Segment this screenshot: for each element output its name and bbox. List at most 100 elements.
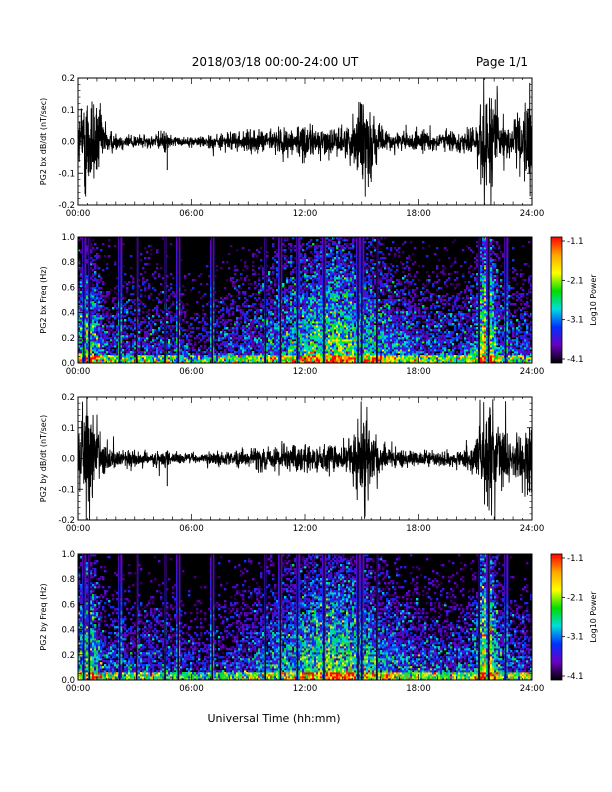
spectrogram-cell (212, 263, 215, 266)
spectrogram-cell (240, 337, 243, 340)
spectrogram-cell (92, 293, 95, 296)
spectrogram-cell (276, 353, 279, 356)
spectrogram-cell (130, 267, 133, 270)
spectrogram-cell (94, 255, 97, 258)
spectrogram-cell (266, 285, 269, 288)
spectrogram-cell (162, 357, 165, 360)
spectrogram-cell (170, 329, 173, 332)
spectrogram-cell (242, 311, 245, 314)
spectrogram-cell (220, 355, 223, 358)
spectrogram-cell (122, 355, 125, 358)
spectrogram-cell (256, 285, 259, 288)
spectrogram-cell (266, 323, 269, 326)
spectrogram-cell (112, 335, 115, 338)
spectrogram-cell (114, 357, 117, 360)
spectrogram-cell (148, 287, 151, 290)
spectrogram-cell (284, 291, 287, 294)
spectrogram-cell (98, 351, 101, 354)
spectrogram-cell (272, 291, 275, 294)
spectrogram-cell (102, 317, 105, 320)
spectrogram-cell (220, 339, 223, 342)
spectrogram-cell (272, 347, 275, 350)
spectrogram-cell (230, 299, 233, 302)
spectrogram-cell (154, 289, 157, 292)
spectrogram-cell (268, 317, 271, 320)
spectrogram-cell (80, 305, 83, 308)
spectrogram-cell (298, 333, 301, 336)
spectrogram-cell (130, 319, 133, 322)
spectrogram-cell (294, 335, 297, 338)
spectrogram-cell (182, 307, 185, 310)
spectrogram-cell (294, 341, 297, 344)
spectrogram-cell (178, 293, 181, 296)
spectrogram-cell (160, 347, 163, 350)
spectrogram-cell (244, 327, 247, 330)
spectrogram-cell (186, 337, 189, 340)
spectrogram-cell (134, 325, 137, 328)
spectrogram-cell (278, 285, 281, 288)
spectrogram-cell (86, 307, 89, 310)
spectrogram-cell (98, 313, 101, 316)
spectrogram-cell (176, 347, 179, 350)
spectrogram-cell (212, 255, 215, 258)
spectrogram-cell (90, 251, 93, 254)
spectrogram-cell (292, 345, 295, 348)
spectrogram-cell (170, 303, 173, 306)
spectrogram-cell (142, 337, 145, 340)
spectrogram-cell (156, 309, 159, 312)
spectrogram-cell (86, 309, 89, 312)
spectrogram-cell (130, 351, 133, 354)
spectrogram-cell (250, 321, 253, 324)
spectrogram-cell (132, 281, 135, 284)
spectrogram-cell (96, 257, 99, 260)
spectrogram-cell (150, 325, 153, 328)
spectrogram-cell (86, 311, 89, 314)
spectrogram-cell (234, 337, 237, 340)
spectrogram-cell (288, 353, 291, 356)
spectrogram-cell (142, 343, 145, 346)
spectrogram-cell (178, 347, 181, 350)
spectrogram-cell (216, 315, 219, 318)
spectrogram-cell (98, 339, 101, 342)
spectrogram-cell (212, 309, 215, 312)
spectrogram-cell (238, 307, 241, 310)
spectrogram-cell (106, 317, 109, 320)
spectrogram-cell (78, 319, 81, 322)
spectrogram-cell (276, 321, 279, 324)
spectrogram-cell (210, 327, 213, 330)
spectrogram-cell (238, 355, 241, 358)
spectrogram-cell (170, 305, 173, 308)
spectrogram-cell (96, 293, 99, 296)
spectrogram-cell (128, 361, 131, 364)
spectrogram-cell (256, 335, 259, 338)
spectrogram-cell (84, 349, 87, 352)
spectrogram-cell (240, 277, 243, 280)
spectrogram-cell (94, 291, 97, 294)
spectrogram-cell (180, 295, 183, 298)
spectrogram-cell (94, 345, 97, 348)
spectrogram-cell (202, 351, 205, 354)
spectrogram-cell (254, 319, 257, 322)
spectrogram-cell (146, 359, 149, 362)
spectrogram-cell (228, 315, 231, 318)
spectrogram-cell (96, 317, 99, 320)
spectrogram-cell (92, 347, 95, 350)
spectrogram-cell (124, 345, 127, 348)
spectrogram-cell (130, 255, 133, 258)
spectrogram-cell (80, 299, 83, 302)
spectrogram-cell (178, 271, 181, 274)
spectrogram-cell (174, 353, 177, 356)
spectrogram-cell (102, 345, 105, 348)
spectrogram-cell (108, 315, 111, 318)
spectrogram-cell (238, 319, 241, 322)
spectrogram-cell (226, 361, 229, 364)
spectrogram-cell (236, 307, 239, 310)
spectrogram-cell (278, 313, 281, 316)
spectrogram-cell (210, 321, 213, 324)
spectrogram-cell (182, 305, 185, 308)
spectrogram-cell (90, 353, 93, 356)
spectrogram-cell (232, 331, 235, 334)
spectrogram-cell (90, 311, 93, 314)
spectrogram-cell (142, 329, 145, 332)
spectrogram-cell (158, 353, 161, 356)
